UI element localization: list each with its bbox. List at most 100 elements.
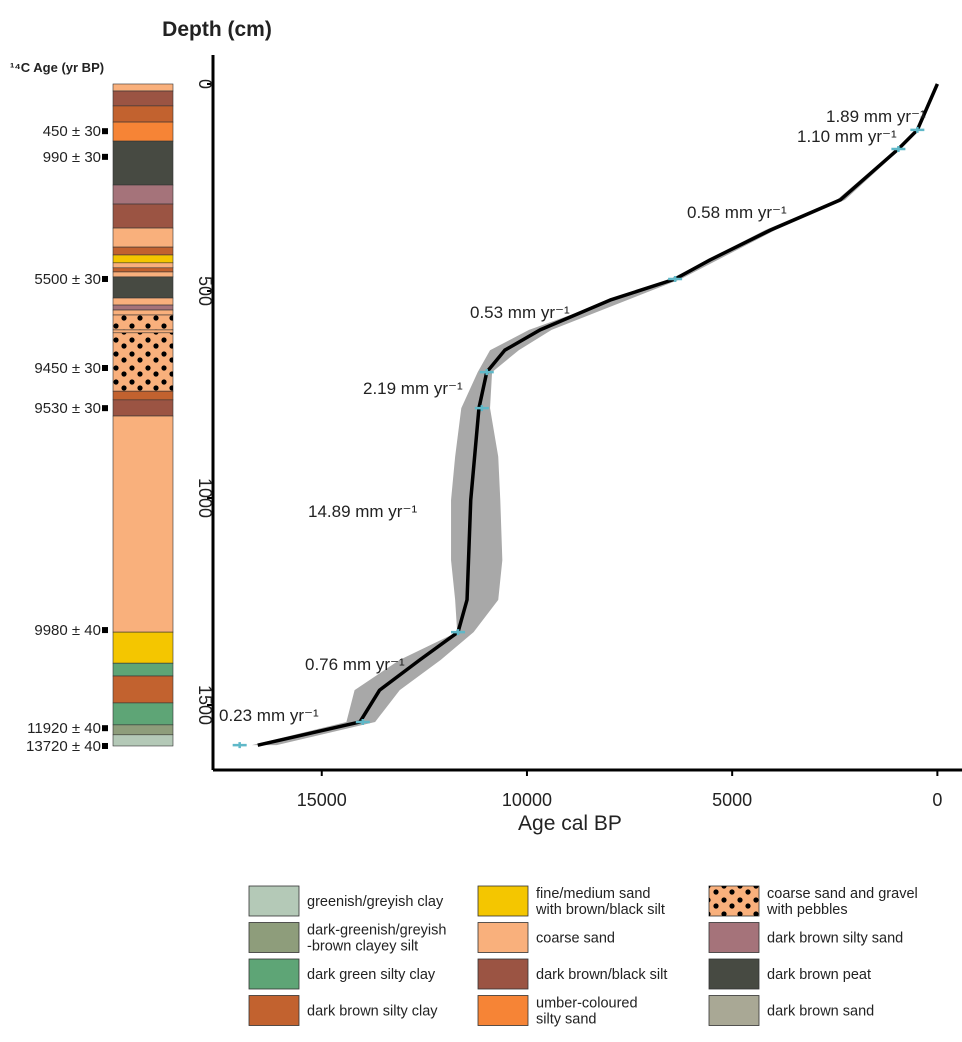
date-label: 9450 ± 30 — [34, 360, 101, 377]
litho-layer — [112, 184, 174, 205]
litho-layer — [112, 390, 174, 401]
date-marker — [102, 275, 108, 282]
litho-layer — [112, 267, 174, 273]
litho-layer — [112, 140, 174, 186]
litho-layer — [112, 662, 174, 677]
litho-layer — [112, 297, 174, 306]
date-point — [232, 742, 247, 749]
x-tick-label: 0 — [932, 790, 942, 810]
litho-layer — [112, 90, 174, 107]
date-label: 450 ± 30 — [43, 123, 101, 140]
legend-label: umber-coloured — [536, 996, 638, 1012]
y-tick-label: 500 — [195, 276, 215, 306]
litho-pebbles — [113, 315, 173, 330]
litho-layer — [112, 415, 174, 633]
y-tick-label: 1000 — [195, 478, 215, 518]
rate-label: 0.76 mm yr⁻¹ — [305, 655, 405, 674]
legend-label: -brown clayey silt — [307, 939, 418, 955]
date-point — [891, 145, 906, 152]
date-point — [355, 718, 370, 725]
litho-layer — [112, 702, 174, 726]
legend-label: greenish/greyish clay — [307, 894, 444, 910]
x-axis-label: Age cal BP — [518, 812, 622, 835]
date-marker — [102, 742, 108, 749]
legend-swatch — [708, 958, 760, 990]
legend-swatch — [248, 922, 300, 953]
legend-swatch — [708, 922, 760, 953]
legend-label: coarse sand and gravel — [767, 886, 918, 902]
date-label: 11920 ± 40 — [27, 720, 101, 737]
legend-label: dark brown silty sand — [767, 931, 903, 947]
legend-label: with brown/black silt — [535, 902, 665, 918]
y-tick-label: 1500 — [195, 685, 215, 725]
date-marker — [102, 153, 108, 160]
legend-swatch — [248, 958, 300, 990]
chart-title: Depth (cm) — [162, 18, 272, 41]
litho-pebbles — [113, 332, 173, 392]
litho-layer — [112, 262, 174, 269]
date-label: 13720 ± 40 — [26, 738, 101, 755]
legend-label: dark brown peat — [767, 967, 871, 983]
litho-layer — [112, 227, 174, 248]
y-tick-label: 0 — [195, 79, 215, 89]
date-marker — [102, 364, 108, 371]
date-point — [451, 629, 466, 636]
legend-label: dark green silty clay — [307, 967, 436, 983]
legend-swatch — [477, 958, 529, 990]
date-point — [474, 405, 489, 412]
date-label: 5500 ± 30 — [34, 271, 101, 288]
litho-layer — [112, 203, 174, 229]
date-marker — [102, 627, 108, 634]
date-label: 990 ± 30 — [43, 149, 101, 166]
litho-layer — [112, 254, 174, 264]
rate-label: 1.89 mm yr⁻¹ — [826, 107, 926, 126]
date-point — [479, 369, 494, 376]
legend-label: dark-greenish/greyish — [307, 923, 446, 939]
litho-layer — [112, 304, 174, 311]
rate-label: 0.23 mm yr⁻¹ — [219, 706, 319, 725]
litho-layer — [112, 724, 174, 736]
x-tick-label: 5000 — [712, 790, 752, 810]
legend-swatch — [477, 995, 529, 1026]
litho-layer — [112, 105, 174, 123]
column-title: ¹⁴C Age (yr BP) — [10, 60, 104, 75]
rate-label: 0.58 mm yr⁻¹ — [687, 203, 787, 222]
litho-layer — [112, 399, 174, 417]
legend-label: with pebbles — [766, 902, 848, 918]
legend-label: dark brown/black silt — [536, 967, 667, 983]
legend-swatch — [477, 922, 529, 953]
legend-label: dark brown sand — [767, 1004, 874, 1020]
legend-pebbles — [709, 886, 759, 916]
rate-label: 2.19 mm yr⁻¹ — [363, 379, 463, 398]
legend-label: dark brown silty clay — [307, 1004, 438, 1020]
x-tick-label: 10000 — [502, 790, 552, 810]
date-label: 9530 ± 30 — [34, 400, 101, 417]
litho-layer — [112, 246, 174, 256]
legend-label: silty sand — [536, 1012, 596, 1028]
x-tick-label: 15000 — [297, 790, 347, 810]
rate-label: 1.10 mm yr⁻¹ — [797, 127, 897, 146]
litho-layer — [112, 271, 174, 278]
age-depth-line — [257, 83, 939, 747]
litho-layer — [112, 276, 174, 299]
litho-layer — [112, 734, 174, 747]
date-marker — [102, 405, 108, 412]
date-label: 9980 ± 40 — [34, 622, 101, 639]
legend-label: coarse sand — [536, 931, 615, 947]
legend-swatch — [708, 995, 760, 1026]
legend-swatch — [477, 885, 529, 917]
date-point — [668, 275, 683, 282]
rate-label: 0.53 mm yr⁻¹ — [470, 303, 570, 322]
litho-layer — [112, 631, 174, 664]
date-marker — [102, 725, 108, 732]
litho-layer — [112, 675, 174, 704]
litho-layer — [112, 329, 174, 334]
litho-layer — [112, 309, 174, 316]
legend-label: fine/medium sand — [536, 886, 650, 902]
litho-layer — [112, 83, 174, 92]
date-marker — [102, 128, 108, 135]
date-point — [910, 126, 925, 133]
litho-layer — [112, 121, 174, 142]
legend-swatch — [248, 885, 300, 917]
